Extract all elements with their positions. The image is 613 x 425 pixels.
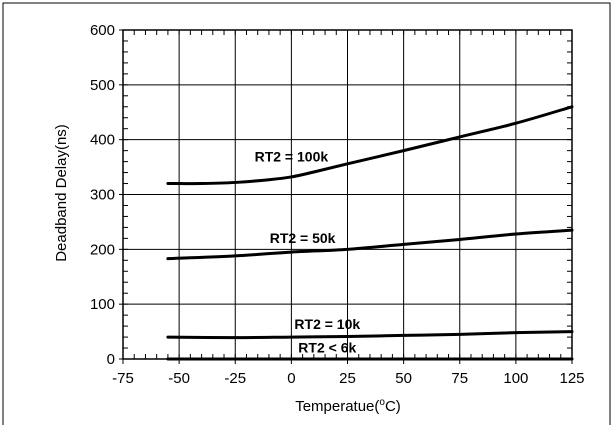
x-axis-unit-text: C) — [385, 398, 401, 415]
x-tick-label: -50 — [168, 370, 190, 387]
series-line-2 — [166, 330, 574, 340]
series-labels: RT2 = 100k RT2 = 50k RT2 = 10k RT2 < 6k — [255, 149, 361, 356]
grid-lines — [123, 30, 572, 359]
y-tick-label: 600 — [90, 22, 115, 39]
minor-ticks — [119, 29, 573, 364]
x-axis-tick-labels: -75 -50 -25 0 25 50 75 100 125 — [112, 370, 584, 387]
y-tick-label: 100 — [90, 296, 115, 313]
series-label-3: RT2 < 6k — [298, 339, 356, 355]
series-label-2: RT2 = 10k — [294, 316, 360, 332]
y-tick-label: 500 — [90, 77, 115, 94]
x-tick-label: 75 — [451, 370, 468, 387]
y-tick-label: 300 — [90, 187, 115, 204]
series-label-1: RT2 = 50k — [270, 230, 336, 246]
x-tick-label: 100 — [503, 370, 528, 387]
x-tick-label: -75 — [112, 370, 134, 387]
y-axis-title: Deadband Delay(ns) — [53, 124, 70, 262]
x-axis-title: Temperatue(oC) — [295, 397, 401, 415]
y-axis-tick-labels: 0 100 200 300 400 500 600 — [90, 22, 115, 368]
y-tick-label: 400 — [90, 132, 115, 149]
y-tick-label: 200 — [90, 241, 115, 258]
x-axis-unit-superscript: o — [379, 397, 385, 408]
x-tick-label: 50 — [395, 370, 412, 387]
x-tick-label: 0 — [287, 370, 295, 387]
series-line-0 — [166, 105, 574, 186]
x-axis-title-text: Temperatue( — [295, 398, 379, 415]
x-tick-label: -25 — [224, 370, 246, 387]
series-line-1 — [166, 228, 574, 261]
x-tick-label: 25 — [339, 370, 356, 387]
data-series — [166, 105, 574, 361]
series-label-0: RT2 = 100k — [255, 149, 329, 165]
y-tick-label: 0 — [107, 351, 115, 368]
x-tick-label: 125 — [559, 370, 584, 387]
